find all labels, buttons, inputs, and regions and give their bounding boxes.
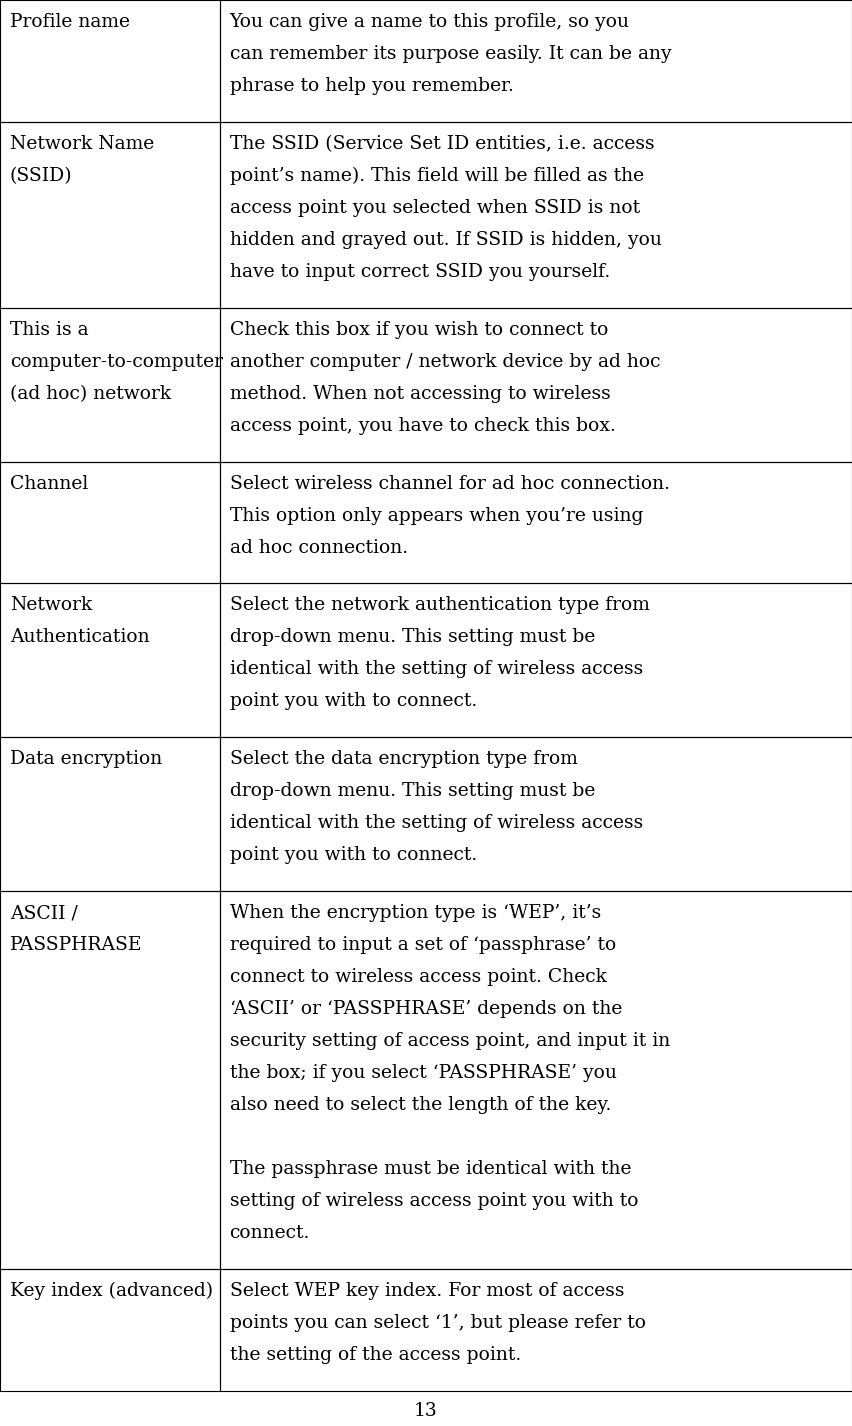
Text: The SSID (Service Set ID entities, i.e. access: The SSID (Service Set ID entities, i.e. …: [229, 135, 654, 153]
Text: security setting of access point, and input it in: security setting of access point, and in…: [229, 1032, 670, 1050]
Bar: [0, 1269, 220, 1390]
Text: identical with the setting of wireless access: identical with the setting of wireless a…: [229, 660, 642, 679]
Text: connect to wireless access point. Check: connect to wireless access point. Check: [229, 968, 607, 987]
Bar: [220, 583, 852, 737]
Text: required to input a set of ‘passphrase’ to: required to input a set of ‘passphrase’ …: [229, 937, 616, 954]
Text: identical with the setting of wireless access: identical with the setting of wireless a…: [229, 814, 642, 833]
Text: You can give a name to this profile, so you: You can give a name to this profile, so …: [229, 13, 630, 31]
Text: access point you selected when SSID is not: access point you selected when SSID is n…: [229, 198, 640, 217]
Text: Data encryption: Data encryption: [9, 750, 162, 769]
Text: Select WEP key index. For most of access: Select WEP key index. For most of access: [229, 1282, 624, 1301]
Text: have to input correct SSID you yourself.: have to input correct SSID you yourself.: [229, 262, 610, 281]
Text: When the encryption type is ‘WEP’, it’s: When the encryption type is ‘WEP’, it’s: [229, 904, 601, 923]
Text: phrase to help you remember.: phrase to help you remember.: [229, 77, 514, 96]
Text: access point, you have to check this box.: access point, you have to check this box…: [229, 416, 615, 435]
Bar: [220, 891, 852, 1269]
Text: 13: 13: [414, 1402, 438, 1419]
Bar: [220, 0, 852, 121]
Text: PASSPHRASE: PASSPHRASE: [9, 937, 142, 954]
Bar: [220, 121, 852, 308]
Text: (ad hoc) network: (ad hoc) network: [9, 385, 171, 402]
Bar: [0, 462, 220, 583]
Bar: [0, 0, 220, 121]
Text: ASCII /: ASCII /: [9, 904, 78, 923]
Bar: [0, 121, 220, 308]
Text: can remember its purpose easily. It can be any: can remember its purpose easily. It can …: [229, 46, 671, 63]
Text: point you with to connect.: point you with to connect.: [229, 846, 477, 864]
Text: connect.: connect.: [229, 1224, 310, 1242]
Text: also need to select the length of the key.: also need to select the length of the ke…: [229, 1097, 611, 1114]
Text: Key index (advanced): Key index (advanced): [9, 1282, 213, 1301]
Bar: [220, 1269, 852, 1390]
Text: Select wireless channel for ad hoc connection.: Select wireless channel for ad hoc conne…: [229, 475, 670, 492]
Text: (SSID): (SSID): [9, 167, 72, 185]
Text: the setting of the access point.: the setting of the access point.: [229, 1346, 521, 1365]
Text: another computer / network device by ad hoc: another computer / network device by ad …: [229, 352, 660, 371]
Text: Network: Network: [9, 596, 92, 615]
Text: Check this box if you wish to connect to: Check this box if you wish to connect to: [229, 321, 608, 339]
Text: Select the network authentication type from: Select the network authentication type f…: [229, 596, 649, 615]
Bar: [0, 891, 220, 1269]
Text: hidden and grayed out. If SSID is hidden, you: hidden and grayed out. If SSID is hidden…: [229, 231, 661, 248]
Bar: [220, 308, 852, 462]
Text: Authentication: Authentication: [9, 629, 149, 646]
Text: point’s name). This field will be filled as the: point’s name). This field will be filled…: [229, 167, 643, 185]
Text: Select the data encryption type from: Select the data encryption type from: [229, 750, 578, 769]
Text: This is a: This is a: [9, 321, 89, 339]
Text: drop-down menu. This setting must be: drop-down menu. This setting must be: [229, 783, 595, 800]
Bar: [0, 583, 220, 737]
Bar: [0, 737, 220, 891]
Text: This option only appears when you’re using: This option only appears when you’re usi…: [229, 506, 643, 525]
Text: the box; if you select ‘PASSPHRASE’ you: the box; if you select ‘PASSPHRASE’ you: [229, 1064, 616, 1082]
Bar: [220, 462, 852, 583]
Text: The passphrase must be identical with the: The passphrase must be identical with th…: [229, 1161, 631, 1178]
Bar: [220, 737, 852, 891]
Text: Network Name: Network Name: [9, 135, 154, 153]
Text: Channel: Channel: [9, 475, 88, 492]
Bar: [0, 308, 220, 462]
Text: drop-down menu. This setting must be: drop-down menu. This setting must be: [229, 629, 595, 646]
Text: Profile name: Profile name: [9, 13, 130, 31]
Text: ‘ASCII’ or ‘PASSPHRASE’ depends on the: ‘ASCII’ or ‘PASSPHRASE’ depends on the: [229, 1000, 622, 1018]
Text: ad hoc connection.: ad hoc connection.: [229, 539, 407, 556]
Text: method. When not accessing to wireless: method. When not accessing to wireless: [229, 385, 610, 402]
Text: computer-to-computer: computer-to-computer: [9, 352, 222, 371]
Text: point you with to connect.: point you with to connect.: [229, 693, 477, 710]
Text: points you can select ‘1’, but please refer to: points you can select ‘1’, but please re…: [229, 1315, 646, 1332]
Text: setting of wireless access point you with to: setting of wireless access point you wit…: [229, 1192, 638, 1211]
